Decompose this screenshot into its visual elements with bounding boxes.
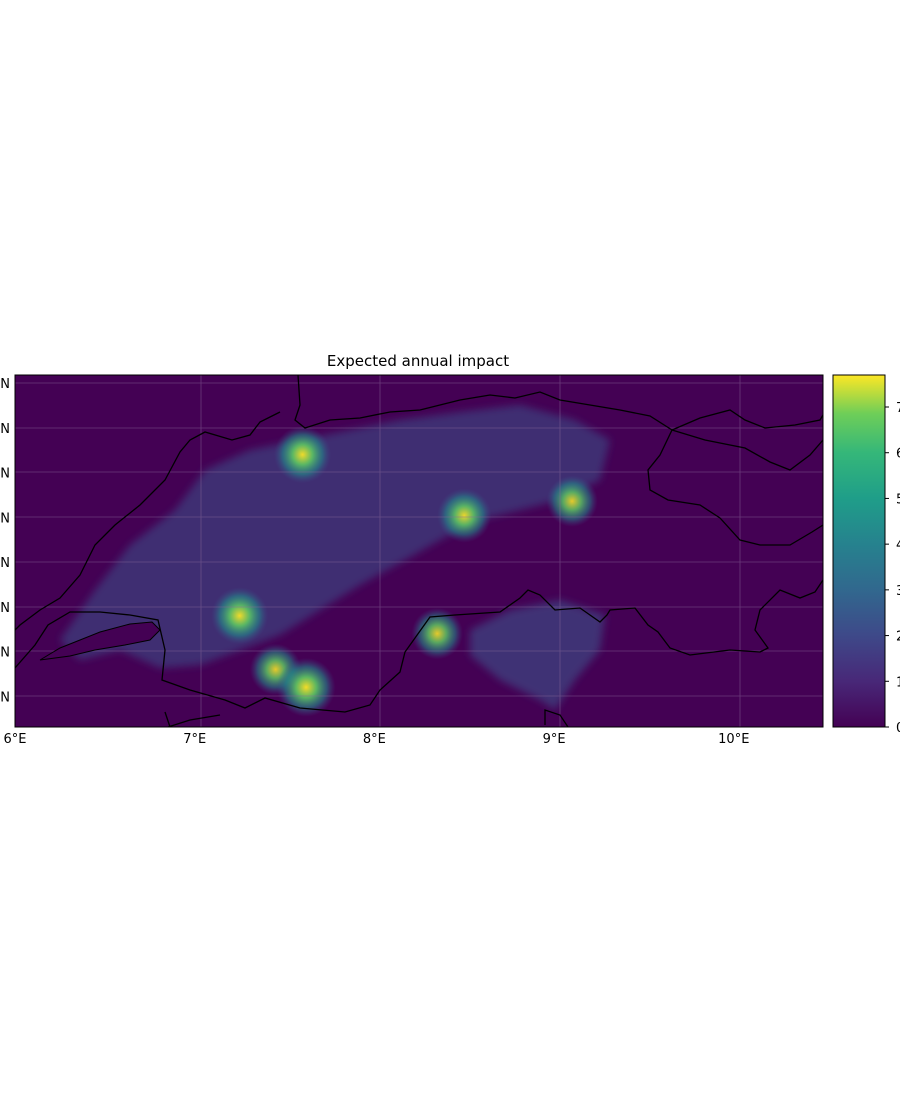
colorbar-tick-label: 2 bbox=[896, 630, 900, 645]
latitude-tick-label: N bbox=[0, 690, 10, 705]
impact-hotspot bbox=[211, 587, 269, 645]
impact-hotspot bbox=[5, 906, 68, 969]
map-frame bbox=[14, 374, 824, 728]
colorbar-tick-label: 4 bbox=[896, 538, 900, 553]
impact-hotspot bbox=[411, 607, 464, 660]
country-borders bbox=[15, 375, 823, 727]
impact-hotspot bbox=[99, 785, 153, 839]
latitude-tick-label: N bbox=[0, 601, 10, 616]
longitude-tick-label: 9°E bbox=[543, 732, 566, 747]
latitude-tick-label: N bbox=[0, 467, 10, 482]
latitude-tick-label: N bbox=[0, 646, 10, 661]
colorbar-tick-label: 7 bbox=[896, 401, 900, 416]
longitude-tick-label: 10°E bbox=[718, 732, 749, 747]
impact-hotspot bbox=[437, 488, 492, 543]
longitude-tick-label: 8°E bbox=[363, 732, 386, 747]
colorbar-tick-label: 5 bbox=[896, 492, 900, 507]
impact-hotspot bbox=[516, 980, 575, 1039]
map-title: Expected annual impact bbox=[327, 352, 509, 370]
lake-geneva bbox=[39, 621, 161, 661]
impact-zone-plateau bbox=[60, 405, 610, 668]
latitude-tick-label: N bbox=[0, 377, 10, 392]
impact-zone-ticino bbox=[470, 600, 605, 710]
lake-constance-shore bbox=[671, 429, 823, 471]
colorbar-tick-label: 6 bbox=[896, 447, 900, 462]
colorbar-tick-label: 3 bbox=[896, 584, 900, 599]
graticule bbox=[15, 375, 823, 727]
latitude-tick-label: N bbox=[0, 422, 10, 437]
map-area bbox=[5, 375, 823, 1095]
impact-hotspot bbox=[523, 1032, 586, 1095]
impact-hotspot bbox=[273, 426, 332, 484]
colorbar-gradient bbox=[832, 374, 886, 728]
impact-hotspot bbox=[276, 657, 336, 717]
colorbar-tick-label: 0 bbox=[896, 721, 900, 736]
colorbar-ticks: 0 1 2 3 4 5 6 7 bbox=[885, 401, 900, 736]
hotspot-layer bbox=[5, 426, 598, 1095]
impact-hotspot bbox=[546, 475, 598, 527]
austria-border bbox=[671, 409, 823, 431]
longitude-tick-label: 6°E bbox=[4, 732, 27, 747]
longitude-labels: 6°E 7°E 8°E 9°E 10°E bbox=[4, 732, 750, 747]
impact-hotspot bbox=[206, 735, 255, 784]
latitude-labels: N N N N N N N N bbox=[0, 377, 10, 705]
southern-border bbox=[164, 711, 221, 727]
latitude-tick-label: N bbox=[0, 556, 10, 571]
latitude-tick-label: N bbox=[0, 511, 10, 526]
colorbar-tick-label: 1 bbox=[896, 675, 900, 690]
switzerland-border bbox=[15, 375, 823, 727]
longitude-tick-label: 7°E bbox=[183, 732, 206, 747]
colorbar: 0 1 2 3 4 5 6 7 bbox=[832, 374, 900, 736]
impact-field bbox=[60, 405, 610, 710]
